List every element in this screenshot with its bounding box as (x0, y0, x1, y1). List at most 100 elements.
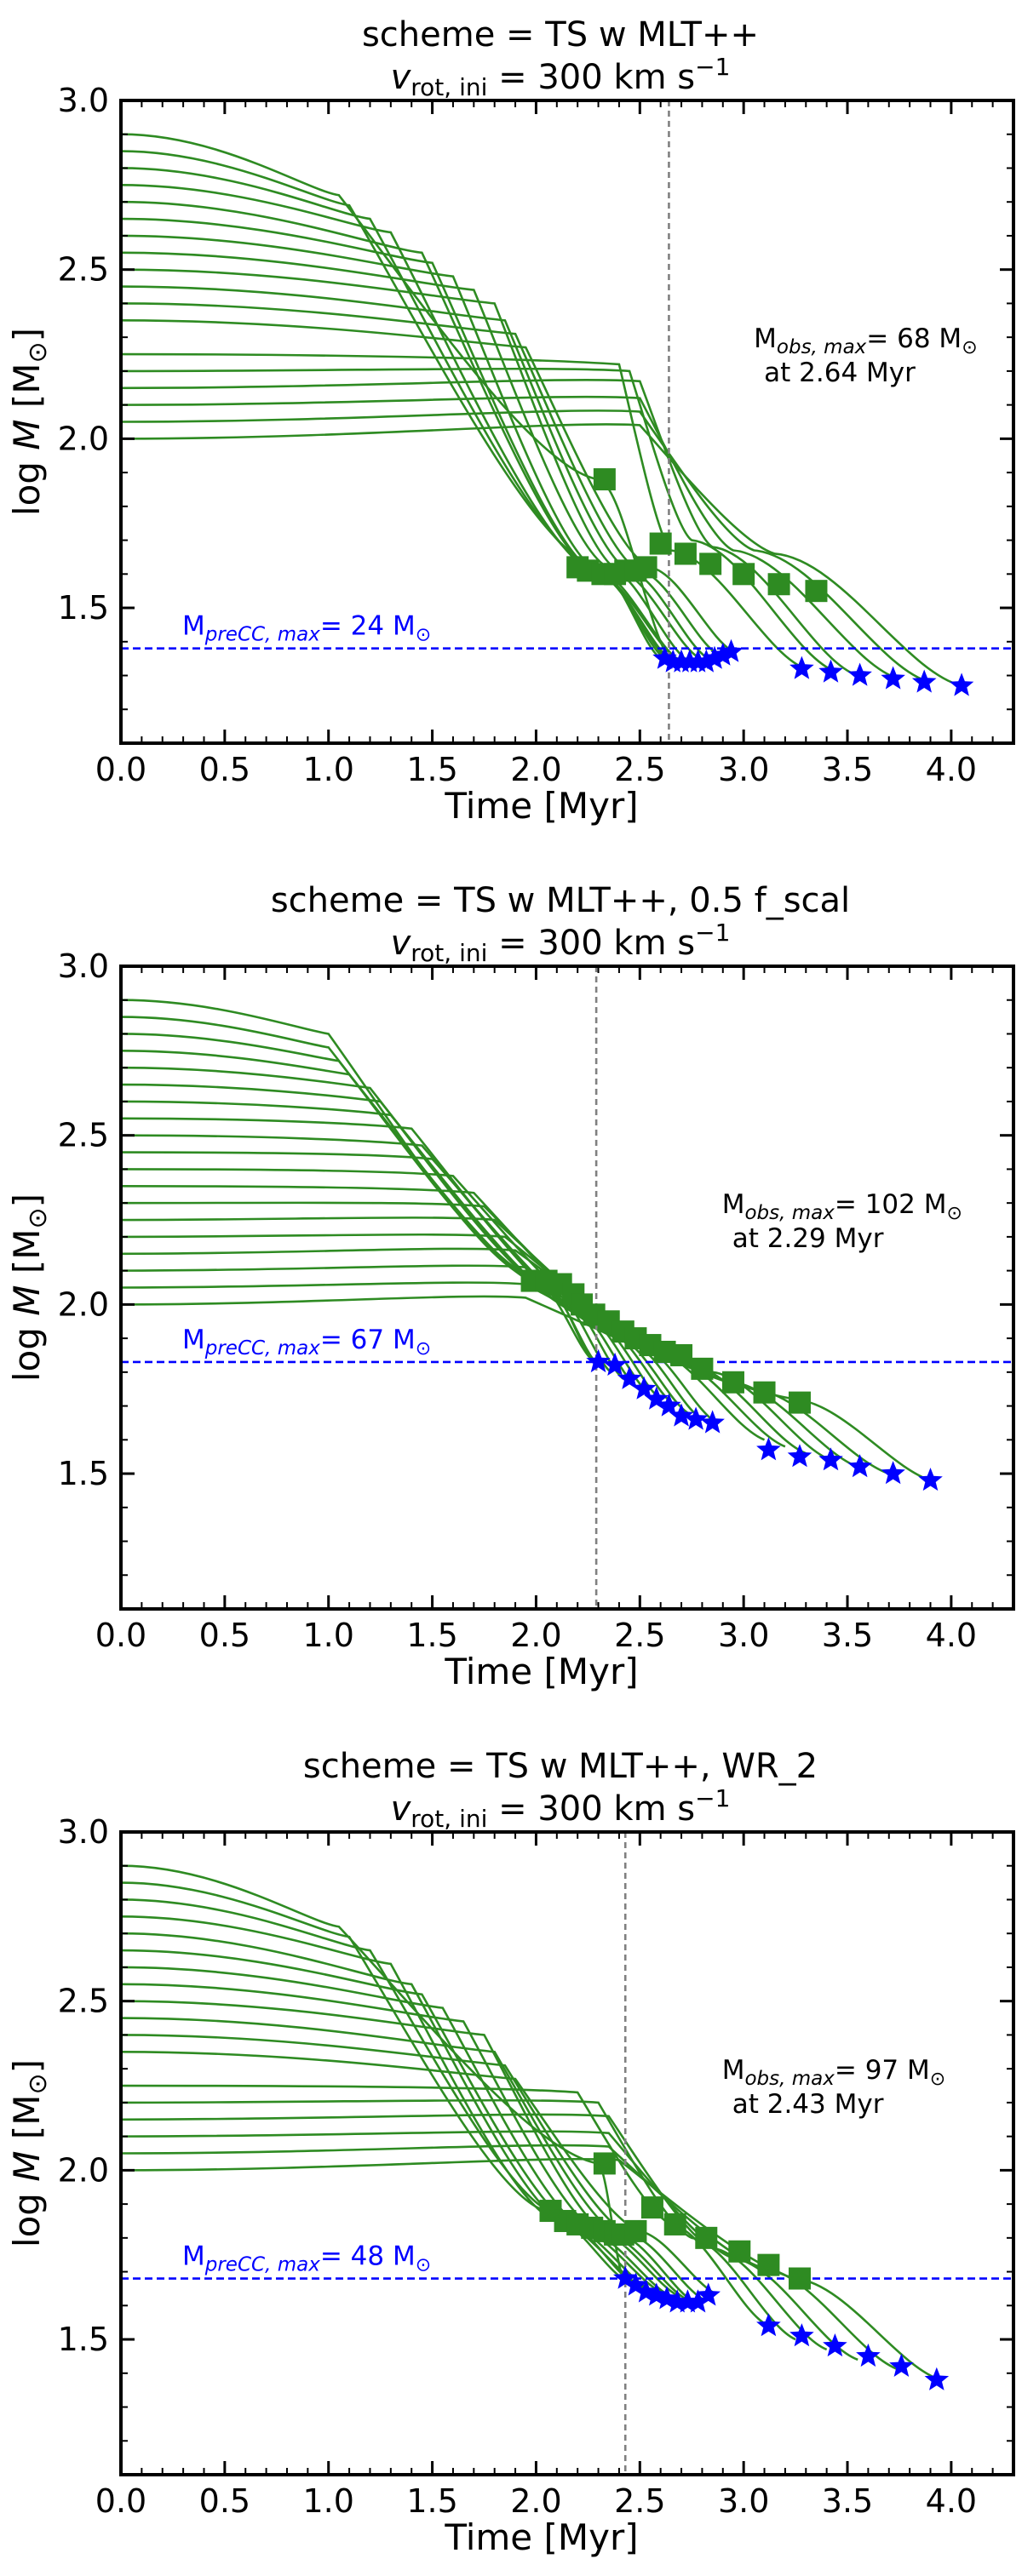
square-marker (788, 2267, 811, 2290)
plot-area (121, 100, 1013, 743)
track-line (121, 367, 838, 673)
obs-max-time: at 2.64 Myr (764, 358, 916, 388)
square-marker (674, 542, 697, 565)
track-line (121, 2050, 714, 2293)
star-marker (881, 666, 905, 690)
obs-max-annotation: Mobs, max= 97 M⊙ (722, 2055, 945, 2090)
subtitle-subscript: rot, ini (411, 939, 487, 967)
x-tick-label: 2.0 (510, 751, 561, 788)
star-marker (675, 2289, 700, 2313)
plot-area (121, 966, 1013, 1609)
track-line (121, 1100, 649, 1394)
x-tick-label: 2.5 (614, 1617, 665, 1654)
y-tick-label: 3.0 (58, 1813, 109, 1851)
star-marker (652, 645, 677, 669)
track-line (121, 2098, 796, 2341)
obs-max-main: M (722, 2055, 745, 2086)
x-tick-label: 1.0 (303, 1617, 354, 1654)
chart-subtitle: vrot, ini = 300 km s−1 (391, 1784, 731, 1833)
x-tick-label: 1.5 (406, 2482, 457, 2520)
star-marker (700, 1410, 725, 1434)
axes-frame (119, 1830, 1015, 2476)
precc-max-sub: preCC, max (204, 1337, 320, 1360)
square-marker (695, 2226, 718, 2249)
square-marker (767, 573, 790, 596)
obs-max-annotation: Mobs, max= 68 M⊙ (754, 323, 977, 358)
star-marker (756, 2313, 781, 2337)
x-tick-label: 0.5 (199, 2482, 250, 2520)
star-marker (696, 2282, 721, 2306)
chart-subtitle: vrot, ini = 300 km s−1 (391, 919, 731, 967)
x-axis-label: Time [Myr] (444, 1651, 638, 1692)
precc-max-value: = 24 M (320, 611, 416, 642)
star-marker (847, 662, 872, 686)
square-marker (728, 2240, 751, 2263)
track-line (121, 251, 691, 663)
star-marker (924, 2367, 950, 2390)
star-marker (949, 673, 974, 696)
x-tick-label: 1.0 (303, 2482, 354, 2520)
x-tick-label: 0.0 (95, 2482, 146, 2520)
precc-max-value: = 48 M (320, 2241, 416, 2272)
y-tick-label: 1.5 (58, 1455, 109, 1492)
obs-max-main: M (722, 1189, 745, 1220)
x-tick-label: 2.0 (510, 2482, 561, 2520)
x-tick-label: 2.5 (614, 2482, 665, 2520)
chart-title: scheme = TS w MLT++, WR_2 (303, 1747, 818, 1786)
star-marker (789, 655, 814, 679)
obs-max-value: = 97 M (835, 2055, 930, 2086)
x-tick-label: 3.5 (822, 2482, 873, 2520)
track-line (121, 1168, 703, 1421)
square-marker (624, 2219, 647, 2242)
axes-frame (119, 99, 1015, 745)
y-label-sun-symbol: ⊙ (23, 1207, 53, 1228)
track-line (121, 352, 807, 670)
square-marker (663, 2212, 686, 2235)
star-marker (889, 2353, 914, 2377)
track-line (121, 423, 962, 687)
track-line (121, 2034, 703, 2300)
star-marker (789, 2323, 814, 2347)
square-marker (634, 556, 657, 579)
star-marker (602, 1352, 628, 1376)
subtitle-subscript: rot, ini (411, 1805, 487, 1833)
precc-max-main: M (182, 1325, 205, 1355)
track-line (121, 2000, 686, 2300)
precc-max-sub: preCC, max (204, 624, 320, 646)
x-tick-label: 4.0 (926, 751, 977, 788)
track-line (121, 1281, 890, 1475)
y-label-variable: M (6, 2150, 48, 2181)
star-marker (644, 1386, 669, 1410)
x-axis-label: Time [Myr] (444, 785, 638, 827)
chart-subtitle: vrot, ini = 300 km s−1 (391, 53, 731, 101)
subtitle-superscript: −1 (695, 1784, 730, 1812)
track-line (121, 318, 734, 653)
x-tick-label: 3.5 (822, 751, 873, 788)
x-tick-label: 3.0 (718, 1617, 769, 1654)
track-line (121, 1016, 595, 1363)
precc-max-sun-symbol: ⊙ (416, 625, 431, 646)
square-marker (699, 552, 722, 575)
x-tick-label: 1.5 (406, 751, 457, 788)
star-marker (823, 2333, 847, 2357)
track-line (121, 234, 682, 663)
star-marker (644, 2282, 669, 2306)
track-line (121, 999, 595, 1363)
track-line (121, 1881, 629, 2283)
square-marker (670, 1343, 693, 1366)
star-marker (694, 649, 719, 673)
y-label-close: ] (6, 1194, 48, 1207)
star-marker (918, 1468, 943, 1491)
obs-max-value: = 68 M (866, 323, 962, 354)
track-line (121, 1033, 600, 1366)
plot-area (121, 1832, 1013, 2475)
track-line (121, 2113, 828, 2351)
y-axis-label: log M [M⊙] (6, 1194, 53, 1382)
star-marker (818, 1447, 843, 1471)
star-marker (631, 1376, 657, 1400)
x-tick-label: 1.5 (406, 1617, 457, 1654)
precc-max-annotation: MpreCC, max= 67 M⊙ (182, 1325, 431, 1360)
x-tick-label: 0.5 (199, 1617, 250, 1654)
